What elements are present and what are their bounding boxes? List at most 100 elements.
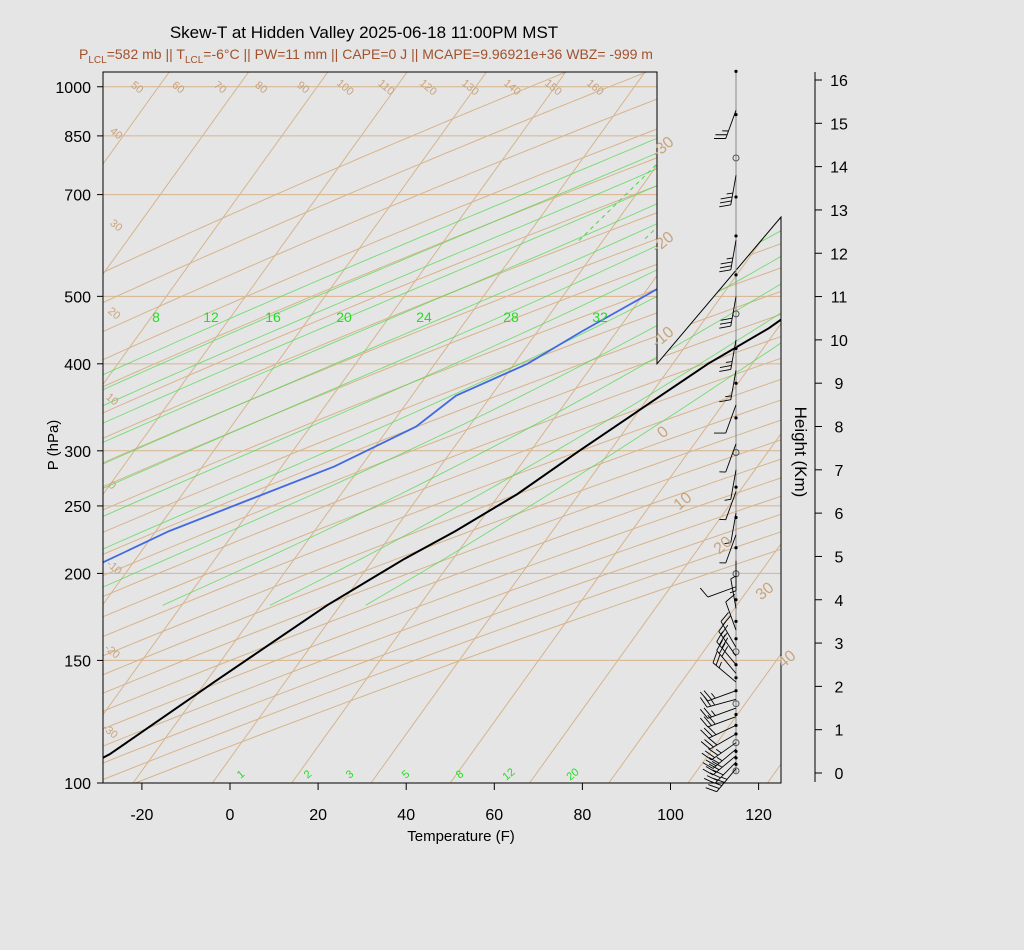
wind-barb-staff (716, 650, 737, 674)
wind-barb (702, 748, 737, 769)
isotherm-line (529, 72, 781, 783)
isotherm-line (132, 72, 646, 783)
height-tick-label: 12 (830, 246, 848, 263)
wind-barb-feather (720, 624, 729, 636)
wind-barb-feather (703, 716, 712, 726)
mixing-ratio-line (831, 87, 1004, 241)
height-tick-label: 11 (831, 290, 848, 307)
sounding-level-dot (734, 676, 738, 680)
isotherm-line (103, 72, 408, 783)
height-tick-label: 5 (835, 549, 844, 566)
isotherm-label: 10 (671, 489, 696, 514)
wind-barb (705, 768, 737, 793)
dry-adiabat-label: 0 (106, 479, 118, 492)
wind-barb-feather (705, 787, 717, 793)
isotherm-line (687, 72, 781, 783)
wind-barb-feather (705, 766, 717, 773)
wind-barb-staff (730, 296, 737, 327)
dry-adiabat-top-label: 120 (417, 77, 439, 98)
mixing-ratio-line (891, 87, 1024, 241)
wind-barb-feather (721, 637, 729, 649)
sounding-level-circle (732, 154, 740, 162)
wind-barb (719, 534, 737, 564)
wind-barb-staff (730, 578, 737, 609)
height-tick-label: 4 (835, 593, 844, 610)
mixing-ratio-label: 28 (503, 309, 519, 325)
wind-barb (699, 690, 737, 702)
wind-barb (730, 575, 737, 609)
wind-barb-feather (720, 261, 733, 265)
isotherm-line (370, 72, 781, 783)
moist-adiabat (103, 86, 781, 606)
dry-adiabat (103, 72, 781, 783)
wind-barb (719, 240, 737, 273)
height-tick-label: 2 (835, 679, 844, 696)
y-tick-label: 200 (64, 566, 91, 583)
sounding-level-dot (734, 416, 738, 420)
wind-barb-half-feather (725, 361, 733, 363)
wind-barb-feather (707, 714, 716, 725)
mixing-ratio-line (734, 86, 781, 242)
height-tick-label: 9 (835, 376, 844, 393)
height-tick-label: 0 (835, 766, 844, 783)
wind-barb (703, 761, 737, 784)
mixing-ratio-bottom-label: 8 (454, 768, 466, 781)
wind-barb-staff (706, 698, 737, 708)
sounding-level-dot (734, 637, 738, 641)
dry-adiabat-label: 40 (107, 125, 124, 142)
wind-barb-staff (730, 370, 737, 400)
wind-barb (719, 339, 737, 372)
wind-barb-half-feather (710, 699, 716, 706)
moist-adiabat (103, 86, 781, 606)
mixing-ratio-bottom-label: 1 (235, 768, 247, 781)
wind-barb-staff (707, 586, 737, 598)
y-tick-label: 500 (64, 289, 91, 306)
dry-adiabat (103, 72, 781, 783)
wind-barb-feather (708, 784, 720, 790)
moist-adiabat (103, 86, 781, 606)
mixing-ratio-bottom-label: 20 (565, 766, 582, 783)
wind-barb-staff (730, 339, 737, 370)
wind-barb (724, 513, 737, 545)
y2-axis-label: Height (Km) (791, 407, 810, 498)
wind-barb-feather (719, 269, 731, 273)
dry-adiabat-top-label: 90 (294, 79, 311, 96)
plot-frame (102, 71, 782, 784)
wind-barb-feather (702, 768, 714, 776)
wind-barb (729, 560, 737, 594)
sounding-level-dot (734, 619, 738, 624)
wind-barb-staff (730, 175, 737, 205)
wind-barb-half-feather (730, 575, 737, 580)
wind-barb (699, 707, 737, 719)
sounding-level-dot (734, 69, 738, 73)
wind-barb-half-feather (711, 710, 716, 716)
x-tick-label: 120 (745, 807, 772, 824)
wind-barb (725, 594, 737, 631)
wind-barb-staff (725, 404, 737, 434)
dry-adiabat (103, 72, 781, 783)
dry-adiabat-top-label: 140 (501, 77, 523, 98)
isotherm-line (847, 72, 1024, 783)
dry-adiabat (103, 72, 781, 783)
plot-border (102, 71, 782, 784)
height-tick-label: 15 (830, 116, 848, 133)
x-tick-label: 60 (485, 807, 503, 824)
wind-barb-staff (707, 716, 737, 728)
dry-adiabat (103, 72, 781, 783)
wind-barb-staff (716, 768, 737, 792)
wind-barb-feather (699, 709, 709, 719)
sounding-level-dot (734, 598, 738, 602)
isotherm-line (449, 72, 781, 783)
wind-barb-staff (708, 724, 737, 739)
wind-barb-half-feather (726, 192, 733, 195)
chart-title: Skew-T at Hidden Valley 2025-06-18 11:00… (170, 23, 558, 42)
dry-adiabat-label: -20 (102, 642, 122, 661)
height-tick-label: 8 (835, 420, 844, 437)
wind-barb-feather (707, 726, 717, 735)
moist-adiabat (269, 86, 781, 606)
x-tick-label: 100 (657, 807, 684, 824)
dry-adiabat (103, 72, 781, 783)
dry-adiabat (103, 72, 781, 783)
wind-barb-feather (699, 587, 709, 598)
y-tick-label: 300 (64, 444, 91, 461)
